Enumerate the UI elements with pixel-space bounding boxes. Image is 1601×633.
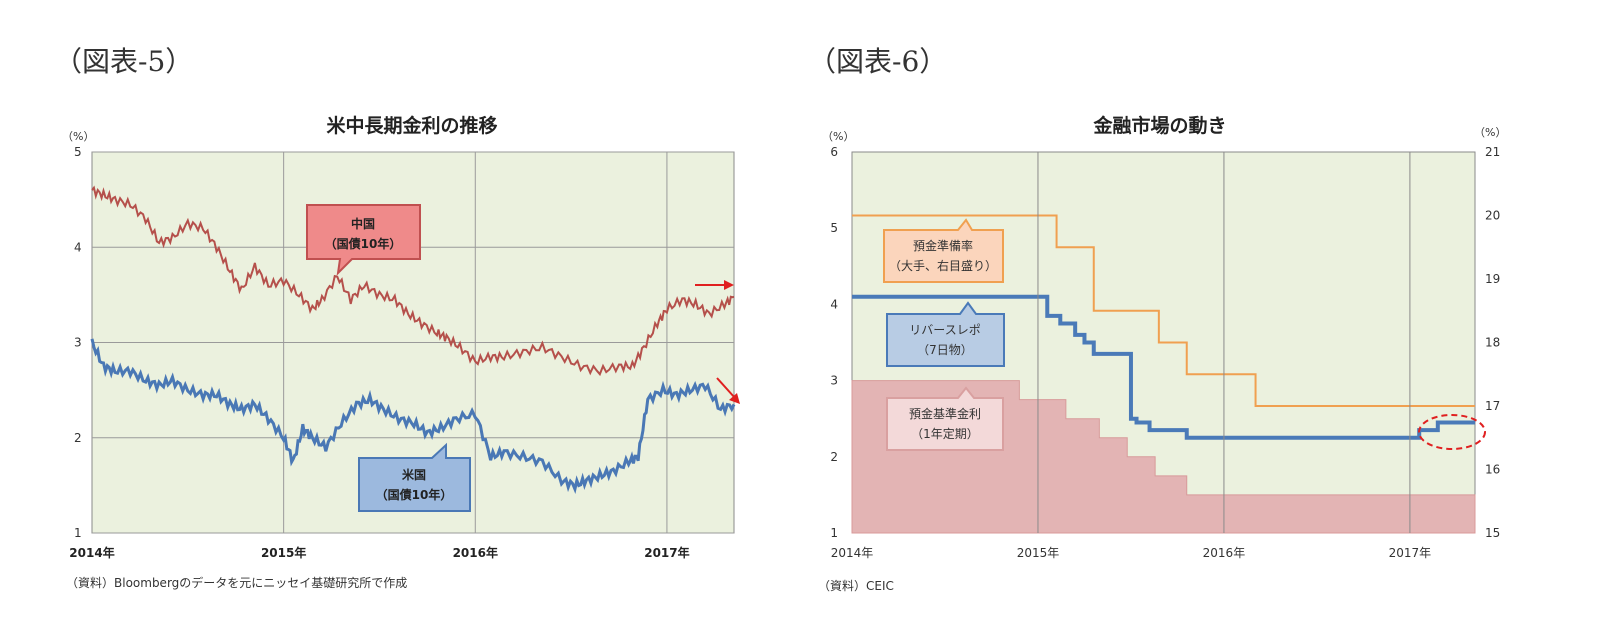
figure-6-label: （図表-6） — [808, 45, 948, 78]
arrow-right-icon — [695, 280, 734, 290]
x-tick-label: 2015年 — [261, 545, 306, 560]
y-tick-label: 4 — [74, 240, 82, 254]
gridlines — [92, 151, 734, 534]
x-tick-label: 2017年 — [644, 545, 689, 560]
x-tick-label: 2016年 — [1203, 546, 1246, 560]
arrow-down-right-icon — [716, 377, 740, 404]
callout-reserve-line1: 預金準備率 — [913, 238, 973, 253]
callout-china: 中国 （国債10年） — [306, 204, 421, 276]
y2-tick-label: 16 — [1485, 463, 1500, 477]
y2-tick-label: 21 — [1485, 145, 1500, 159]
series-line-us — [90, 338, 736, 494]
chart-title-2: 金融市場の動き — [1092, 114, 1226, 137]
y2-tick-label: 20 — [1485, 209, 1500, 223]
y2-tick-label: 17 — [1485, 399, 1500, 413]
series-group-2 — [851, 214, 1476, 534]
series-group — [90, 185, 736, 494]
x-tick-label: 2017年 — [1389, 546, 1432, 560]
callout-deposit-line1: 預金基準金利 — [909, 406, 981, 421]
y-tick-labels-2: 1 2 3 4 5 6 — [830, 145, 838, 540]
callout-china-line2: （国債10年） — [325, 236, 402, 251]
series-line-reverse-repo — [852, 294, 1475, 440]
source-note-2: （資料）CEIC — [818, 579, 894, 593]
callout-deposit-rate: 預金基準金利 （1年定期） — [886, 386, 1004, 451]
x-tick-label: 2016年 — [453, 545, 498, 560]
y-tick-label: 2 — [830, 450, 838, 464]
y-axis-unit-right: （%） — [1474, 126, 1506, 139]
callout-repo-line2: （7日物） — [917, 343, 973, 357]
plot-area-2 — [851, 151, 1476, 534]
x-tick-label: 2015年 — [1017, 546, 1060, 560]
callout-reserve-ratio: 預金準備率 （大手、右目盛り） — [883, 218, 1004, 283]
callout-repo-line1: リバースレポ — [909, 323, 980, 337]
callout-reserve-line2: （大手、右目盛り） — [889, 258, 997, 273]
y-tick-label: 1 — [830, 526, 838, 540]
callout-china-line1: 中国 — [351, 216, 375, 231]
source-note: （資料）Bloombergのデータを元にニッセイ基礎研究所で作成 — [66, 575, 407, 590]
y-tick-label: 1 — [74, 526, 82, 540]
chart-title: 米中長期金利の推移 — [326, 114, 497, 137]
y2-tick-label: 18 — [1485, 336, 1500, 350]
series-line-china — [91, 185, 735, 377]
chart-us-china-long-rates: 1 2 3 4 5 2014年 2015年 2016年 2017年 米中長期金利の推移 （%）… — [62, 114, 740, 590]
x-tick-labels: 2014年 2015年 2016年 2017年 — [69, 545, 689, 560]
y-axis-unit-left: （%） — [822, 130, 854, 143]
y-tick-label: 5 — [830, 221, 838, 235]
y-tick-label: 2 — [74, 431, 82, 445]
figure-5-label: （図表-5） — [54, 45, 194, 78]
callout-us: 米国 （国債10年） — [358, 442, 471, 512]
callout-us-line1: 米国 — [402, 467, 426, 482]
x-tick-labels-2: 2014年 2015年 2016年 2017年 — [831, 546, 1431, 560]
y-tick-label: 3 — [74, 336, 82, 350]
callout-us-line2: （国債10年） — [376, 487, 453, 502]
gridlines-2 — [1037, 152, 1411, 533]
series-area-deposit-rate — [851, 380, 1476, 534]
callout-reverse-repo: リバースレポ （7日物） — [886, 301, 1005, 367]
series-line-reserve-ratio — [852, 214, 1475, 407]
y2-tick-label: 15 — [1485, 526, 1500, 540]
y2-tick-label: 19 — [1485, 272, 1500, 286]
y-tick-label: 5 — [74, 145, 82, 159]
callout-deposit-line2: （1年定期） — [911, 426, 979, 441]
y-tick-label: 3 — [830, 374, 838, 388]
y-tick-labels: 1 2 3 4 5 — [74, 145, 82, 540]
x-tick-label: 2014年 — [69, 545, 114, 560]
x-tick-label: 2014年 — [831, 546, 874, 560]
y2-tick-labels: 15 16 17 18 19 20 21 — [1485, 145, 1500, 540]
y-tick-label: 6 — [830, 145, 838, 159]
y-axis-unit: （%） — [62, 130, 94, 143]
y-tick-label: 4 — [830, 297, 838, 311]
highlight-ellipse — [1418, 414, 1486, 450]
